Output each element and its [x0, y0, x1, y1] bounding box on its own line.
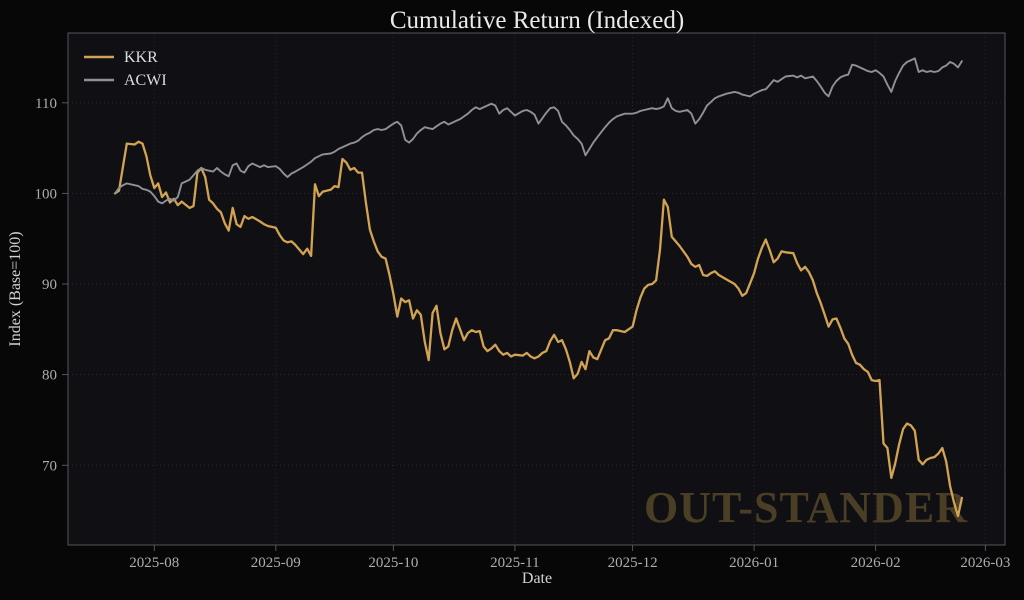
legend: KKR ACWI [84, 49, 167, 89]
y-tick-label-70: 70 [42, 458, 57, 474]
y-tick-label-80: 80 [42, 368, 57, 384]
axes: 70 80 90 100 110 2025-08 2025-09 2025-10 2025-11… [35, 96, 1011, 571]
x-tick-label-2025-12: 2025-12 [608, 555, 658, 571]
series-line-kkr [113, 140, 964, 518]
x-tick-label-2026-03: 2026-03 [960, 555, 1010, 571]
y-axis-label: Index (Base=100) [7, 231, 24, 346]
series-lines [113, 57, 964, 518]
legend-label-kkr: KKR [124, 49, 158, 66]
legend-label-acwi: ACWI [124, 72, 167, 89]
x-tick-label-2025-08: 2025-08 [129, 555, 179, 571]
y-tick-label-110: 110 [35, 96, 57, 112]
plot-area [68, 33, 1005, 545]
y-tick-label-100: 100 [35, 186, 58, 202]
x-tick-label-2025-09: 2025-09 [251, 555, 301, 571]
plot-border [67, 32, 1006, 546]
x-tick-label-2025-10: 2025-10 [368, 555, 418, 571]
x-tick-label-2026-01: 2026-01 [729, 555, 779, 571]
watermark-text: OUT-STANDER [644, 483, 968, 532]
series-line-acwi [114, 57, 963, 205]
x-tick-label-2025-11: 2025-11 [490, 555, 539, 571]
chart-title: Cumulative Return (Indexed) [390, 7, 684, 34]
x-axis-label: Date [522, 570, 552, 587]
x-tick-label-2026-02: 2026-02 [851, 555, 901, 571]
y-tick-label-90: 90 [42, 277, 57, 293]
